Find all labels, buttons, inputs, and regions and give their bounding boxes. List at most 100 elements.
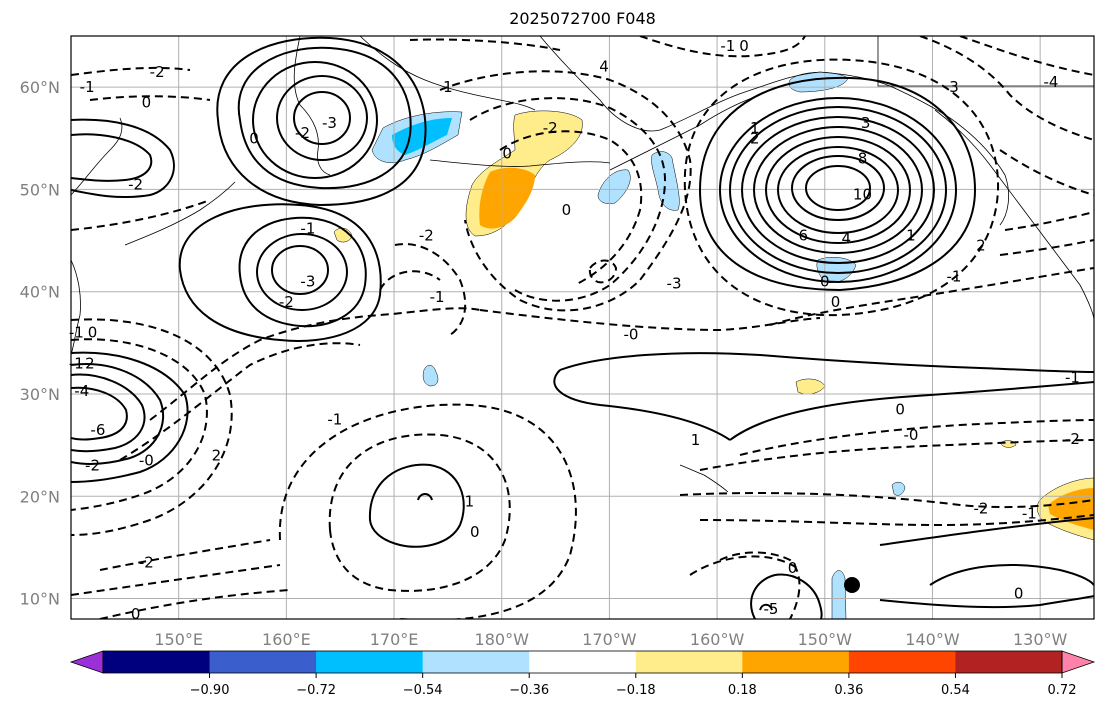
colorbar-segment xyxy=(955,651,1063,673)
contour-label: -1 xyxy=(69,354,84,372)
contour-negative xyxy=(919,36,1094,141)
contour-negative xyxy=(328,433,511,592)
colorbar-tick-label: −0.18 xyxy=(616,683,656,698)
contour-label: -0 xyxy=(623,326,638,344)
contour-label: 0 xyxy=(831,293,841,311)
japan-coast xyxy=(71,259,81,356)
contour-positive xyxy=(741,116,935,264)
contour-label: -2 xyxy=(543,119,558,137)
contour-label: 8 xyxy=(858,150,868,168)
contour-negative xyxy=(439,70,692,312)
colorbar-segment xyxy=(422,651,530,673)
negative-anomaly-patch-small xyxy=(891,481,906,496)
contour-positive xyxy=(553,369,731,441)
colorbar: −0.90 −0.72 −0.54 −0.36 −0.18 0.18 0.36 0.54 0.7… xyxy=(69,650,1096,698)
contour-low xyxy=(271,245,329,295)
contour-negative xyxy=(479,309,821,332)
contour-label: 1 xyxy=(443,78,453,96)
contour-positive xyxy=(368,463,465,548)
kamchatka-coast xyxy=(293,36,331,176)
longitude-label: 130°W xyxy=(1013,630,1068,649)
longitude-label: 160°E xyxy=(262,630,311,649)
contour-label: 0 xyxy=(131,605,141,623)
colorbar-segment xyxy=(848,651,956,673)
contour-label: -2 xyxy=(279,293,294,311)
contour-low xyxy=(216,36,427,207)
longitude-label: 150°W xyxy=(798,630,853,649)
contour-positive xyxy=(698,76,977,292)
longitude-label: 150°E xyxy=(154,630,203,649)
contour-label: 2 xyxy=(212,446,222,464)
contour-label: 1 xyxy=(465,492,475,510)
contour-negative xyxy=(394,243,467,336)
contour-negative xyxy=(699,439,1094,471)
contour-negative xyxy=(409,38,561,51)
latitude-label: 20°N xyxy=(20,487,60,506)
colorbar-tick-label: −0.72 xyxy=(296,683,336,698)
contour-label: 0 xyxy=(470,523,480,541)
graticule xyxy=(71,36,1094,619)
contour-label: 0 xyxy=(88,324,98,342)
contour-negative xyxy=(149,307,481,421)
contour-positive xyxy=(71,386,128,441)
contour-negative xyxy=(71,199,211,231)
contour-negative xyxy=(99,539,271,571)
contour-label: -3 xyxy=(667,275,682,293)
contour-negative xyxy=(278,403,577,619)
contour-positive xyxy=(71,351,189,483)
contour-label: 0 xyxy=(788,559,798,577)
contour-label: 0 xyxy=(502,145,512,163)
contour-label: 1 xyxy=(691,431,701,449)
negative-anomaly-patch-small xyxy=(422,365,439,387)
contour-label: 0 xyxy=(142,93,152,111)
latitude-label: 10°N xyxy=(20,590,60,609)
contour-label: -3 xyxy=(300,272,315,290)
contour-negative xyxy=(719,551,801,619)
positive-anomaly-core xyxy=(479,167,535,229)
contour-label: -3 xyxy=(322,114,337,132)
contour-label: -2 xyxy=(419,226,434,244)
contour-negative xyxy=(689,555,801,576)
kuril-islands xyxy=(124,181,236,246)
contour-label: -4 xyxy=(1043,73,1058,91)
colorbar-tick-label: −0.36 xyxy=(509,683,549,698)
contour-label: -1 xyxy=(430,288,445,306)
contour-positive xyxy=(753,126,923,254)
contour-negative xyxy=(499,130,643,286)
colorbar-segment xyxy=(209,651,317,673)
contour-label: 0 xyxy=(895,400,905,418)
contour-positive xyxy=(805,165,871,211)
colorbar-extend-low xyxy=(69,650,104,674)
longitude-label: 180°W xyxy=(475,630,530,649)
contour-positive xyxy=(71,363,165,465)
contour-positive xyxy=(791,155,885,221)
colorbar-tick-label: −0.54 xyxy=(403,683,443,698)
hawaii-islands xyxy=(679,464,729,493)
contour-positive xyxy=(765,136,911,244)
latitude-label: 60°N xyxy=(20,78,60,97)
contour-label: 6 xyxy=(798,226,808,244)
observation-point-marker xyxy=(844,577,860,593)
contour-label: 0 xyxy=(249,129,259,147)
longitude-label: 170°W xyxy=(582,630,637,649)
colorbar-tick-label: 0.18 xyxy=(728,683,757,698)
latitude-label: 50°N xyxy=(20,180,60,199)
contour-label: -4 xyxy=(74,382,89,400)
contour-label: -1 xyxy=(80,78,95,96)
contour-negative xyxy=(999,239,1094,256)
map-frame xyxy=(70,35,1095,620)
contour-negative xyxy=(999,149,1094,196)
contour-label: -1 xyxy=(69,324,84,342)
contour-lines xyxy=(71,36,1094,619)
latitude-label: 40°N xyxy=(20,283,60,302)
colorbar-tick-label: −0.90 xyxy=(190,683,230,698)
aleutian-islands xyxy=(429,159,611,167)
contour-negative xyxy=(119,342,361,461)
contour-label: 10 xyxy=(853,186,872,204)
contour-low-core xyxy=(293,91,351,145)
contour-positive xyxy=(879,517,1094,546)
contour-label: -2 xyxy=(139,554,154,572)
colorbar-frame xyxy=(102,650,1063,674)
contour-low xyxy=(276,75,368,161)
